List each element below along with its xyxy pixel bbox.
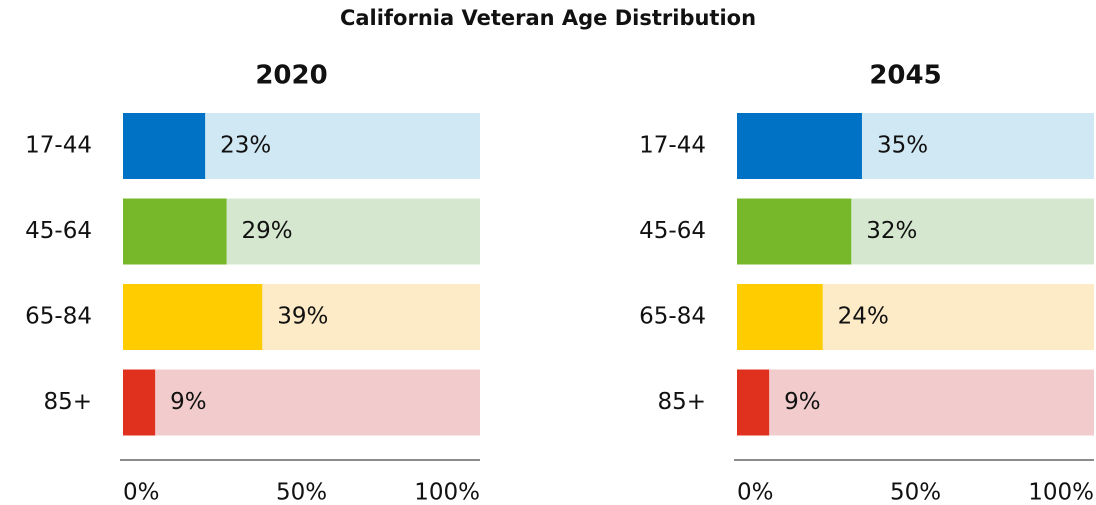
chart-title: California Veteran Age Distribution: [340, 6, 756, 30]
bar: [123, 198, 227, 265]
x-tick-label: 50%: [276, 480, 327, 505]
bar: [123, 113, 206, 179]
category-label: 85+: [43, 389, 92, 415]
x-tick-label: 50%: [890, 480, 941, 505]
x-tick-label: 100%: [414, 480, 480, 505]
value-label: 32%: [866, 218, 917, 244]
category-label: 45-64: [25, 218, 92, 244]
bar: [737, 198, 852, 265]
category-label: 17-44: [639, 133, 706, 159]
category-label: 65-84: [639, 304, 706, 330]
value-label: 29%: [242, 218, 293, 244]
bar: [737, 369, 770, 436]
x-tick-label: 0%: [737, 480, 774, 505]
category-label: 45-64: [639, 218, 706, 244]
value-label: 24%: [838, 304, 889, 330]
value-label: 35%: [877, 133, 928, 159]
panel-title: 2045: [869, 61, 941, 91]
panel-title: 2020: [255, 61, 327, 91]
category-label: 65-84: [25, 304, 92, 330]
bar-track: [737, 369, 1094, 436]
category-label: 85+: [657, 389, 706, 415]
category-label: 17-44: [25, 133, 92, 159]
bar: [737, 113, 862, 179]
x-tick-label: 100%: [1028, 480, 1094, 505]
x-tick-label: 0%: [123, 480, 160, 505]
value-label: 9%: [784, 389, 821, 415]
bar: [123, 284, 263, 350]
value-label: 39%: [277, 304, 328, 330]
bar-track: [123, 369, 480, 436]
bar: [737, 284, 823, 350]
bar: [123, 369, 156, 436]
value-label: 9%: [170, 389, 207, 415]
value-label: 23%: [220, 133, 271, 159]
